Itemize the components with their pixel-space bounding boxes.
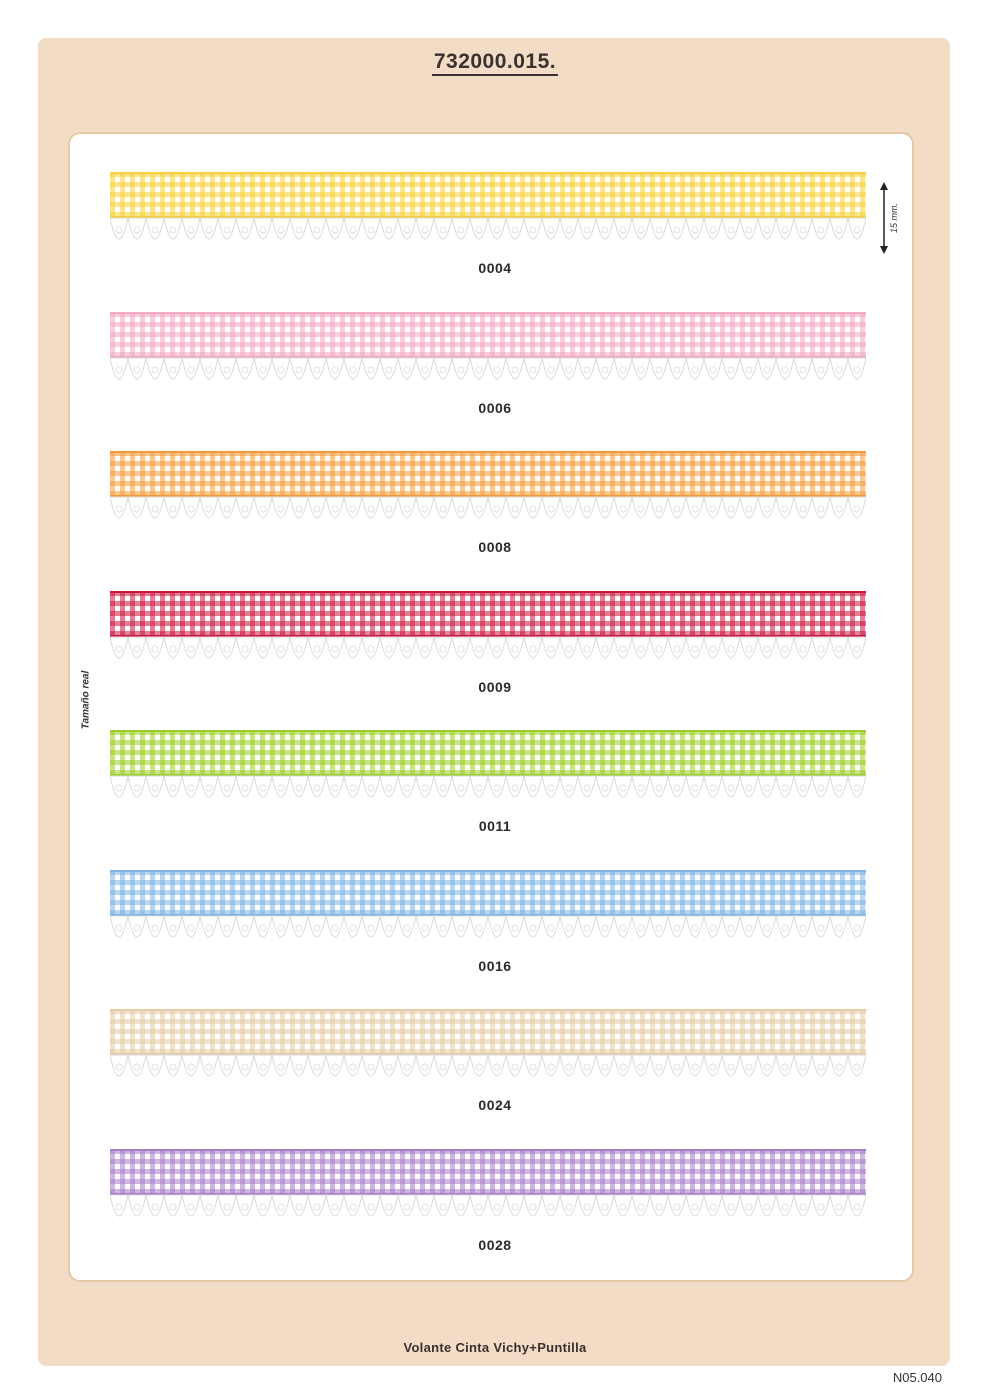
color-code: 0008	[478, 539, 512, 555]
color-code: 0024	[478, 1097, 512, 1113]
gingham-band	[110, 1148, 866, 1195]
lace-trim	[110, 217, 866, 240]
gingham-band	[110, 869, 866, 916]
gingham-band	[110, 730, 866, 776]
gingham-band	[110, 1009, 866, 1055]
lace-trim	[110, 357, 866, 379]
ribbon-swatch	[110, 590, 866, 673]
color-code: 0028	[478, 1236, 512, 1253]
page-reference: N05.040	[892, 1370, 942, 1385]
ribbon-swatch	[110, 730, 866, 812]
measure-label: 15 mm.	[889, 202, 899, 234]
ribbon-swatch	[110, 1148, 866, 1231]
lace-trim	[110, 1194, 866, 1216]
ribbon-swatch	[110, 311, 866, 394]
color-code: 0004	[478, 260, 512, 276]
color-code: 0011	[478, 818, 512, 834]
lace-trim	[110, 636, 866, 658]
color-code: 0016	[478, 957, 512, 974]
measure-arrow-icon	[880, 182, 888, 254]
actual-size-label: Tamaño real	[80, 670, 92, 730]
lace-trim	[110, 1054, 866, 1077]
lace-trim	[110, 496, 866, 519]
color-code: 0009	[478, 678, 512, 695]
gingham-band	[110, 590, 866, 637]
ribbon-swatch	[110, 1009, 866, 1091]
gingham-band	[110, 311, 866, 358]
lace-trim	[110, 915, 866, 937]
gingham-band	[110, 172, 866, 218]
ribbon-swatch	[110, 869, 866, 952]
gingham-band	[110, 451, 866, 497]
ribbon-swatch	[110, 451, 866, 533]
reference-number: 732000.015.	[431, 50, 559, 76]
lace-trim	[110, 775, 866, 798]
reference-title: 732000.015.	[0, 50, 990, 76]
color-code: 0006	[478, 399, 512, 416]
ribbon-swatch	[110, 172, 866, 254]
product-name: Volante Cinta Vichy+Puntilla	[403, 1340, 587, 1355]
